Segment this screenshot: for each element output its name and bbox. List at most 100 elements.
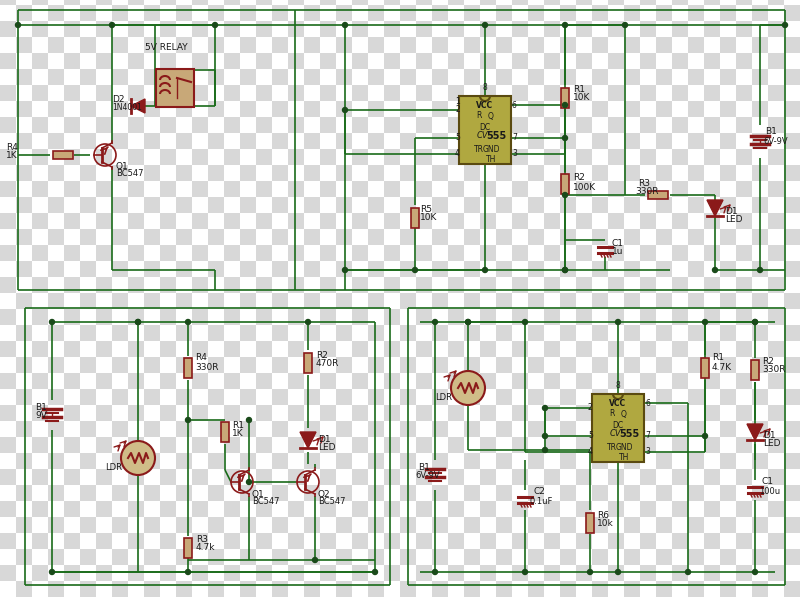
Bar xyxy=(240,437,256,453)
Bar xyxy=(768,453,784,469)
Bar xyxy=(720,421,736,437)
Bar xyxy=(736,501,752,517)
Bar xyxy=(224,533,240,549)
Text: 3: 3 xyxy=(512,149,517,158)
Bar xyxy=(560,133,576,149)
Bar xyxy=(336,21,352,37)
Bar xyxy=(0,165,16,181)
Bar xyxy=(32,405,48,421)
Bar xyxy=(336,261,352,277)
Bar xyxy=(0,341,16,357)
Bar xyxy=(80,533,96,549)
Bar xyxy=(352,453,368,469)
Bar xyxy=(160,245,176,261)
Bar xyxy=(208,0,224,5)
Bar xyxy=(688,85,704,101)
Bar xyxy=(80,309,96,325)
Bar xyxy=(688,341,704,357)
Bar xyxy=(640,213,656,229)
Bar xyxy=(576,53,592,69)
Bar xyxy=(16,0,32,5)
Bar xyxy=(576,549,592,565)
Bar xyxy=(48,101,64,117)
Bar xyxy=(192,421,208,437)
Bar xyxy=(672,533,688,549)
Bar xyxy=(192,453,208,469)
Bar xyxy=(80,293,96,309)
Bar xyxy=(160,21,176,37)
Bar xyxy=(480,453,496,469)
Bar xyxy=(576,373,592,389)
Bar xyxy=(368,197,384,213)
Circle shape xyxy=(373,570,378,574)
Bar xyxy=(736,357,752,373)
Bar xyxy=(272,389,288,405)
Circle shape xyxy=(15,23,21,27)
Bar xyxy=(576,245,592,261)
Bar xyxy=(560,549,576,565)
Bar xyxy=(240,229,256,245)
Bar xyxy=(48,341,64,357)
Bar xyxy=(352,101,368,117)
Bar xyxy=(160,0,176,5)
Bar xyxy=(464,197,480,213)
Bar xyxy=(560,213,576,229)
Bar xyxy=(688,181,704,197)
Bar xyxy=(736,581,752,597)
Bar xyxy=(688,165,704,181)
Bar xyxy=(112,357,128,373)
Bar xyxy=(672,53,688,69)
Bar xyxy=(384,53,400,69)
Bar xyxy=(736,85,752,101)
Bar xyxy=(432,373,448,389)
Polygon shape xyxy=(131,99,145,113)
Bar xyxy=(464,437,480,453)
Bar xyxy=(496,357,512,373)
Bar xyxy=(464,69,480,85)
Bar xyxy=(80,213,96,229)
Bar xyxy=(240,133,256,149)
Bar xyxy=(320,581,336,597)
Bar xyxy=(0,261,16,277)
Bar xyxy=(80,261,96,277)
Bar xyxy=(32,85,48,101)
Bar xyxy=(576,149,592,165)
Bar xyxy=(608,53,624,69)
Bar xyxy=(112,245,128,261)
Bar xyxy=(224,581,240,597)
Bar xyxy=(656,501,672,517)
Bar xyxy=(176,549,192,565)
Bar xyxy=(752,517,768,533)
Bar xyxy=(336,437,352,453)
Bar xyxy=(512,357,528,373)
Bar xyxy=(768,389,784,405)
Circle shape xyxy=(753,570,758,574)
Bar xyxy=(528,405,544,421)
Bar xyxy=(352,357,368,373)
Bar xyxy=(544,389,560,405)
Bar xyxy=(96,165,112,181)
Bar xyxy=(128,485,144,501)
Bar xyxy=(688,469,704,485)
Bar xyxy=(464,0,480,5)
Bar xyxy=(320,453,336,469)
Bar xyxy=(720,469,736,485)
Bar xyxy=(656,469,672,485)
Bar xyxy=(192,0,208,5)
Bar xyxy=(464,517,480,533)
Bar xyxy=(752,101,768,117)
Bar xyxy=(112,149,128,165)
Bar xyxy=(176,261,192,277)
Bar xyxy=(608,405,624,421)
Bar xyxy=(784,389,800,405)
Text: 2: 2 xyxy=(455,106,460,115)
Bar xyxy=(720,53,736,69)
Bar xyxy=(288,405,304,421)
Bar xyxy=(256,213,272,229)
Bar xyxy=(128,517,144,533)
Bar xyxy=(240,21,256,37)
Bar xyxy=(32,421,48,437)
Bar xyxy=(592,197,608,213)
Circle shape xyxy=(615,570,621,574)
Bar xyxy=(160,325,176,341)
